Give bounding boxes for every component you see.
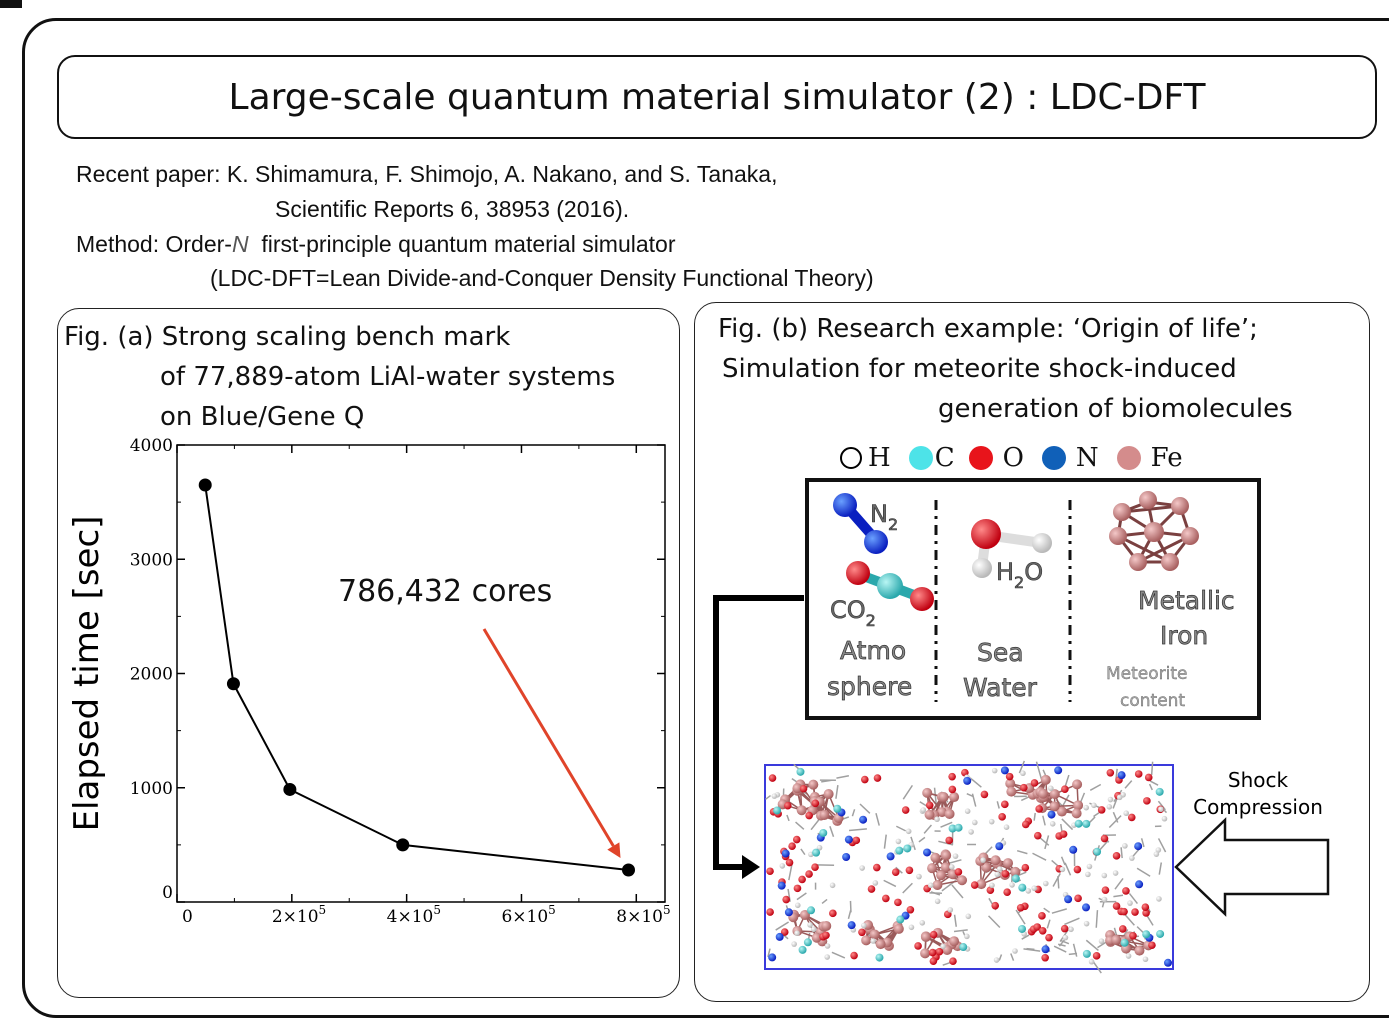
panel-a-caption-2: of 77,889-atom LiAl-water systems <box>160 360 615 394</box>
y-tick-label: 4000 <box>130 436 173 456</box>
atmo-label: Atmo <box>840 636 906 665</box>
legend-o-label: O <box>1003 443 1024 473</box>
panel-b-caption-2: Simulation for meteorite shock-induced <box>722 352 1237 386</box>
legend-h: H <box>840 443 891 473</box>
legend-o: O <box>969 443 1024 473</box>
y-tick-label: 3000 <box>130 550 173 570</box>
cores-annotation: 786,432 cores <box>338 574 552 609</box>
data-point <box>199 478 212 491</box>
shock-arrow <box>1176 820 1328 914</box>
data-point <box>227 677 240 690</box>
x-tick-label: 6×105 <box>501 903 555 927</box>
method-line: Method: Order-N first-principle quantum … <box>76 230 676 258</box>
x-tick-label: 4×105 <box>387 903 441 927</box>
panel-a-caption-3: on Blue/Gene Q <box>160 400 364 434</box>
method-detail: (LDC-DFT=Lean Divide-and-Conquer Density… <box>210 264 874 292</box>
annotation-arrow <box>484 629 613 846</box>
legend-n: N <box>1042 443 1099 473</box>
corner-mark <box>0 0 22 8</box>
data-point <box>283 783 296 796</box>
legend-c-label: C <box>935 443 955 473</box>
c-swatch <box>909 446 933 470</box>
h-swatch <box>840 447 862 469</box>
simulation-diagram: N2 CO2 H2O Metallic Iron Atmo s <box>700 470 1380 975</box>
shock-label: Shock <box>1228 768 1289 792</box>
paper-journal: Scientific Reports 6, 38953 (2016). <box>275 195 629 223</box>
paper-line: Recent paper: K. Shimamura, F. Shimojo, … <box>76 160 777 188</box>
x-tick-label: 8×105 <box>616 903 670 927</box>
scaling-chart: 0 1000 2000 3000 4000 0 2×105 4×105 6×105 8×105 E… <box>60 432 675 972</box>
sphere-label: sphere <box>827 672 912 701</box>
title-box: Large-scale quantum material simulator (… <box>57 55 1377 139</box>
iron-label: Iron <box>1160 621 1208 650</box>
slide-title: Large-scale quantum material simulator (… <box>229 77 1206 118</box>
y-tick-label: 2000 <box>130 665 173 685</box>
water-label: Water <box>963 673 1038 702</box>
panel-b-caption-3: generation of biomolecules <box>938 392 1293 426</box>
method-rest: first-principle quantum material simulat… <box>249 231 676 257</box>
plot-frame <box>177 445 665 902</box>
panel-b-caption-1: Fig. (b) Research example: ‘Origin of li… <box>718 312 1258 346</box>
fe-swatch <box>1117 446 1141 470</box>
method-n: N <box>232 231 249 257</box>
panel-a-caption-1: Fig. (a) Strong scaling bench mark <box>64 320 510 354</box>
y-tick-label: 1000 <box>130 779 173 799</box>
compression-label: Compression <box>1193 795 1323 819</box>
flow-arrow-head <box>742 855 760 879</box>
y-tick-label: 0 <box>162 883 173 903</box>
metallic-label: Metallic <box>1138 586 1235 615</box>
meteorite-label: Meteorite <box>1106 664 1188 684</box>
legend-fe-label: Fe <box>1151 443 1183 473</box>
legend-c: C <box>909 443 955 473</box>
series-line <box>205 485 628 870</box>
sea-label: Sea <box>977 638 1024 667</box>
o-swatch <box>969 446 993 470</box>
data-point <box>396 838 409 851</box>
legend-n-label: N <box>1076 443 1099 473</box>
x-tick-label: 0 <box>182 907 193 927</box>
method-prefix: Method: Order- <box>76 231 232 257</box>
n-swatch <box>1042 446 1066 470</box>
legend-fe: Fe <box>1117 443 1183 473</box>
data-point <box>622 864 635 877</box>
x-tick-label: 2×105 <box>272 903 326 927</box>
y-axis-label: Elapsed time [sec] <box>67 516 107 832</box>
content-label: content <box>1120 691 1185 711</box>
legend-h-label: H <box>868 443 891 473</box>
